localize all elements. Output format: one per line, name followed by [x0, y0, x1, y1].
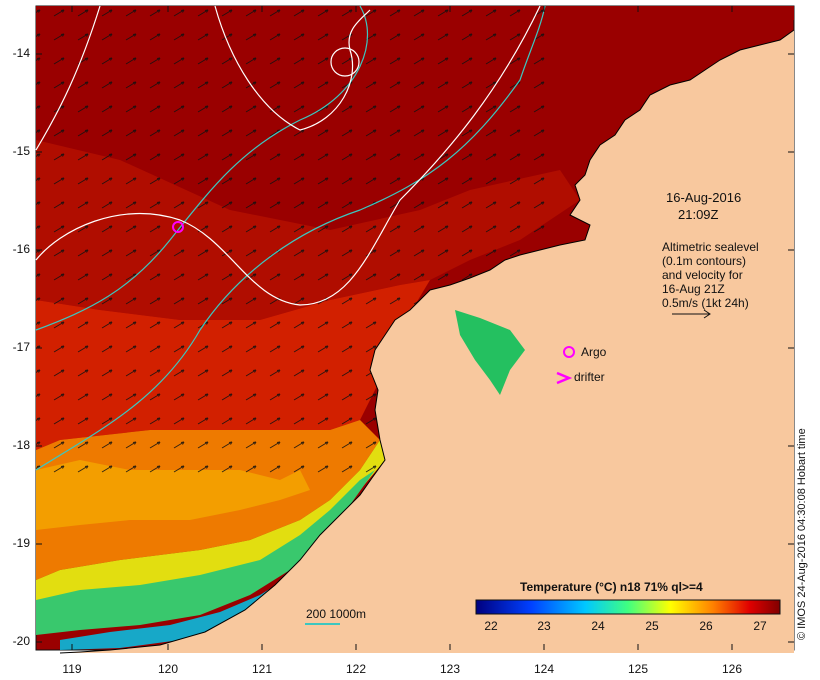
- sealevel-contour-1: [35, 5, 541, 306]
- drifter-legend-label: drifter: [574, 370, 605, 384]
- lon-tick-label: 124: [533, 662, 555, 676]
- velocity-scale-arrow: [672, 309, 711, 319]
- land-kimberley-coast: [60, 30, 794, 653]
- map-date: 16-Aug-2016: [666, 190, 742, 205]
- depth-contour-1000m: [35, 5, 369, 331]
- lat-tick-label: -17: [12, 340, 30, 354]
- lon-tick-label: 119: [62, 662, 82, 676]
- lat-tick-label: -19: [12, 536, 30, 550]
- lat-tick-label: -15: [12, 144, 30, 158]
- lat-tick-label: -18: [12, 438, 30, 452]
- sealevel-contour-3: [214, 5, 371, 131]
- colorbar: [475, 599, 781, 615]
- lon-tick-label: 121: [251, 662, 273, 676]
- depth-contour-200m: [35, 5, 546, 471]
- coastline: [59, 29, 795, 654]
- colorbar-tick: 23: [537, 619, 551, 633]
- argo-legend-label: Argo: [581, 345, 607, 359]
- axis-ticks: [36, 6, 794, 650]
- colorbar-tick: 24: [591, 619, 605, 633]
- imos-credit: © IMOS 24-Aug-2016 04:30:08 Hobart time: [796, 428, 808, 640]
- lon-tick-label: 122: [345, 662, 367, 676]
- lon-tick-label: 125: [627, 662, 649, 676]
- colorbar-tick: 26: [699, 619, 713, 633]
- altimetry-line: and velocity for: [662, 268, 743, 282]
- lon-tick-label: 123: [439, 662, 461, 676]
- colorbar-title: Temperature (°C) n18 71% ql>=4: [520, 580, 703, 594]
- lon-tick-label: 126: [721, 662, 743, 676]
- altimetry-line: 0.5m/s (1kt 24h): [662, 296, 749, 310]
- sealevel-contour-2: [35, 5, 101, 151]
- map-time: 21:09Z: [678, 207, 719, 222]
- sealevel-eddy: [330, 47, 360, 77]
- altimetry-line: (0.1m contours): [662, 254, 747, 268]
- depth-legend-label: 200 1000m: [306, 607, 367, 621]
- argo-legend-marker: [563, 346, 575, 358]
- altimetry-line: 16-Aug 21Z: [662, 282, 725, 296]
- lat-tick-label: -14: [12, 46, 30, 60]
- drifter-legend-marker: [556, 371, 573, 385]
- colorbar-tick: 25: [645, 619, 659, 633]
- lat-tick-label: -20: [12, 634, 30, 648]
- colorbar-tick: 22: [484, 619, 498, 633]
- lat-tick-label: -16: [12, 242, 30, 256]
- lon-tick-label: 120: [157, 662, 179, 676]
- argo-float-marker: [172, 221, 184, 233]
- colorbar-tick: 27: [753, 619, 767, 633]
- altimetry-line: Altimetric sealevel: [662, 240, 759, 254]
